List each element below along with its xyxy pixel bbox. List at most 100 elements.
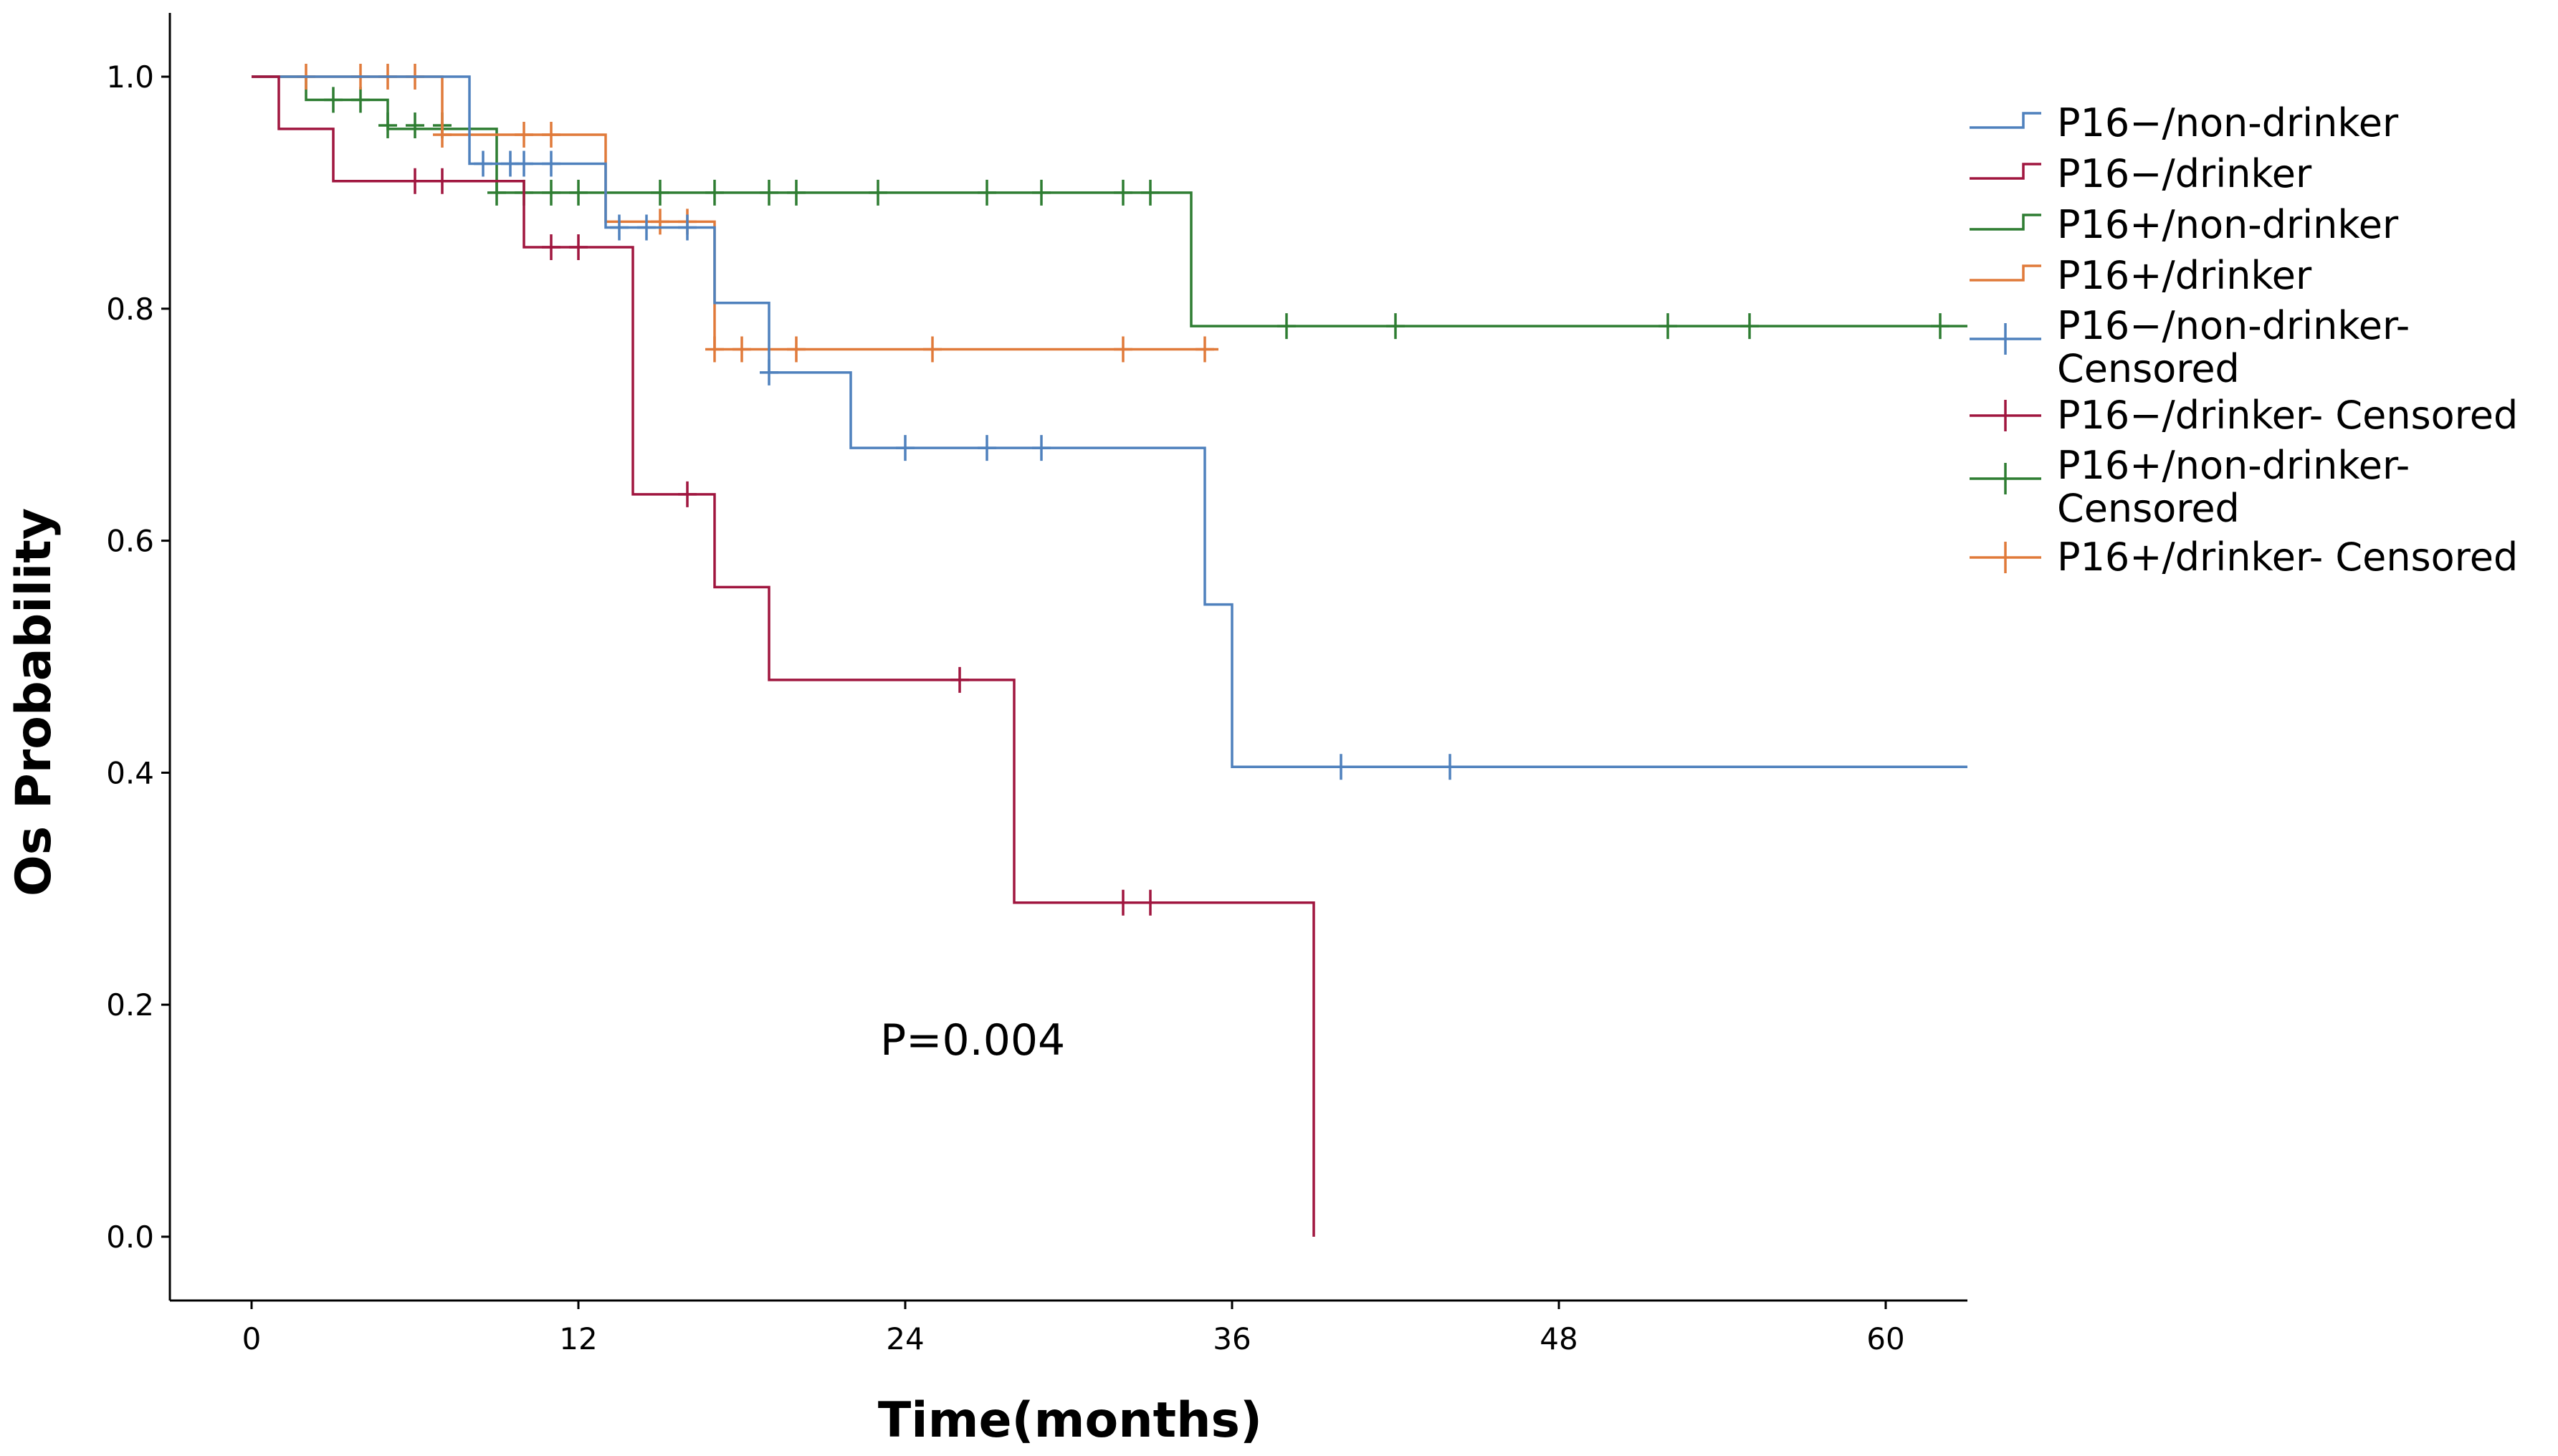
legend-swatch (1970, 214, 2041, 231)
series-1 (252, 75, 1967, 780)
x-tick-label: 24 (886, 1321, 924, 1356)
censor-mark (678, 481, 697, 507)
legend-entry: P16+/drinker (1970, 253, 2312, 298)
censor-mark (978, 435, 996, 461)
legend-censor-symbol (1970, 400, 2041, 431)
y-axis-title: Os Probability (6, 508, 62, 896)
survival-curve (252, 75, 1967, 327)
censor-mark (1659, 313, 1677, 340)
x-ticks: 0 12 24 36 48 60 (242, 1301, 1905, 1356)
censor-mark (433, 121, 452, 148)
legend-swatch (1970, 112, 2041, 129)
censor-mark (542, 150, 560, 177)
legend-entry-censored: P16+/non-drinker-Censored (1970, 443, 2410, 531)
legend-censor-symbol (1970, 542, 2041, 573)
censor-mark (732, 336, 751, 363)
legend-entry-censored: P16+/drinker- Censored (1970, 535, 2518, 580)
legend-label: P16−/non-drinker (2057, 100, 2399, 145)
survival-curve (252, 75, 1315, 1237)
legend-censored-label: P16+/non-drinker-Censored (2057, 443, 2410, 531)
legend: P16−/non-drinker P16−/drinker P16+/non-dri… (1970, 100, 2518, 580)
x-tick-label: 12 (559, 1321, 597, 1356)
censor-mark (760, 179, 778, 206)
censor-mark (950, 666, 969, 693)
series-4 (252, 64, 1218, 363)
censor-mark (569, 179, 588, 206)
censor-mark (869, 179, 887, 206)
censor-mark (678, 214, 697, 241)
series-2 (252, 75, 1315, 1237)
censor-mark (324, 87, 343, 113)
survival-curve (252, 75, 1218, 351)
censor-mark (923, 336, 942, 363)
legend-entry-censored: P16−/drinker- Censored (1970, 393, 2518, 438)
axes: 0 12 24 36 48 60 0.0 0.2 0.4 0.6 0.8 1.0 (106, 13, 1967, 1356)
censor-mark (787, 336, 806, 363)
censor-mark (1114, 179, 1132, 206)
censor-mark (705, 336, 724, 363)
censor-mark (515, 150, 533, 177)
y-tick-label: 0.2 (106, 987, 154, 1022)
legend-censor-symbol (1970, 463, 2041, 494)
censor-mark (1196, 336, 1214, 363)
censor-mark (1114, 336, 1132, 363)
legend-entry-censored: P16−/non-drinker-Censored (1970, 303, 2410, 391)
censor-mark (1386, 313, 1405, 340)
legend-swatch (1970, 163, 2041, 180)
x-tick-label: 60 (1866, 1321, 1904, 1356)
censor-mark (1141, 179, 1160, 206)
censor-mark (1931, 313, 1949, 340)
censor-mark (474, 150, 492, 177)
censor-mark (1141, 889, 1160, 916)
legend-swatch (1970, 264, 2041, 282)
censor-mark (1032, 179, 1051, 206)
censor-mark (1332, 754, 1350, 780)
series-3 (252, 75, 1967, 340)
y-tick-label: 1.0 (106, 59, 154, 95)
censor-mark (351, 87, 370, 113)
censor-mark (542, 234, 560, 261)
legend-entry: P16−/drinker (1970, 151, 2312, 196)
legend-label: P16−/drinker (2057, 151, 2312, 196)
x-tick-label: 48 (1540, 1321, 1578, 1356)
censor-mark (1114, 889, 1132, 916)
censor-mark (1032, 435, 1051, 461)
censor-mark (515, 121, 533, 148)
x-axis-title: Time(months) (878, 1392, 1262, 1449)
legend-censored-label: P16−/non-drinker-Censored (2057, 303, 2410, 391)
censor-mark (610, 214, 629, 241)
legend-label: P16+/drinker (2057, 253, 2312, 298)
censor-mark (896, 435, 915, 461)
censor-mark (978, 179, 996, 206)
x-tick-label: 0 (242, 1321, 262, 1356)
y-tick-label: 0.0 (106, 1220, 154, 1255)
censor-mark (569, 234, 588, 261)
censor-mark (1277, 313, 1296, 340)
censor-mark (406, 112, 424, 139)
legend-label: P16+/non-drinker (2057, 202, 2399, 247)
censor-mark (651, 209, 669, 235)
legend-entry: P16+/non-drinker (1970, 202, 2399, 247)
y-tick-label: 0.6 (106, 524, 154, 559)
y-tick-label: 0.8 (106, 292, 154, 327)
censor-mark (378, 112, 397, 139)
legend-censor-symbol (1970, 323, 2041, 355)
legend-censored-label: P16+/drinker- Censored (2057, 535, 2518, 580)
plot-area (252, 64, 1967, 1237)
censor-mark (637, 214, 656, 241)
y-ticks: 0.0 0.2 0.4 0.6 0.8 1.0 (106, 59, 170, 1255)
censor-mark (1740, 313, 1759, 340)
censor-mark (787, 179, 806, 206)
censor-mark (542, 121, 560, 148)
y-tick-label: 0.4 (106, 755, 154, 790)
censor-mark (760, 359, 778, 385)
censor-mark (651, 179, 669, 206)
censor-mark (542, 179, 560, 206)
p-value-annotation: P=0.004 (880, 1015, 1065, 1065)
legend-entry: P16−/non-drinker (1970, 100, 2399, 145)
survival-curve (252, 75, 1967, 769)
x-tick-label: 36 (1213, 1321, 1251, 1356)
censor-mark (433, 168, 452, 194)
censor-mark (406, 168, 424, 194)
censor-mark (487, 179, 506, 206)
